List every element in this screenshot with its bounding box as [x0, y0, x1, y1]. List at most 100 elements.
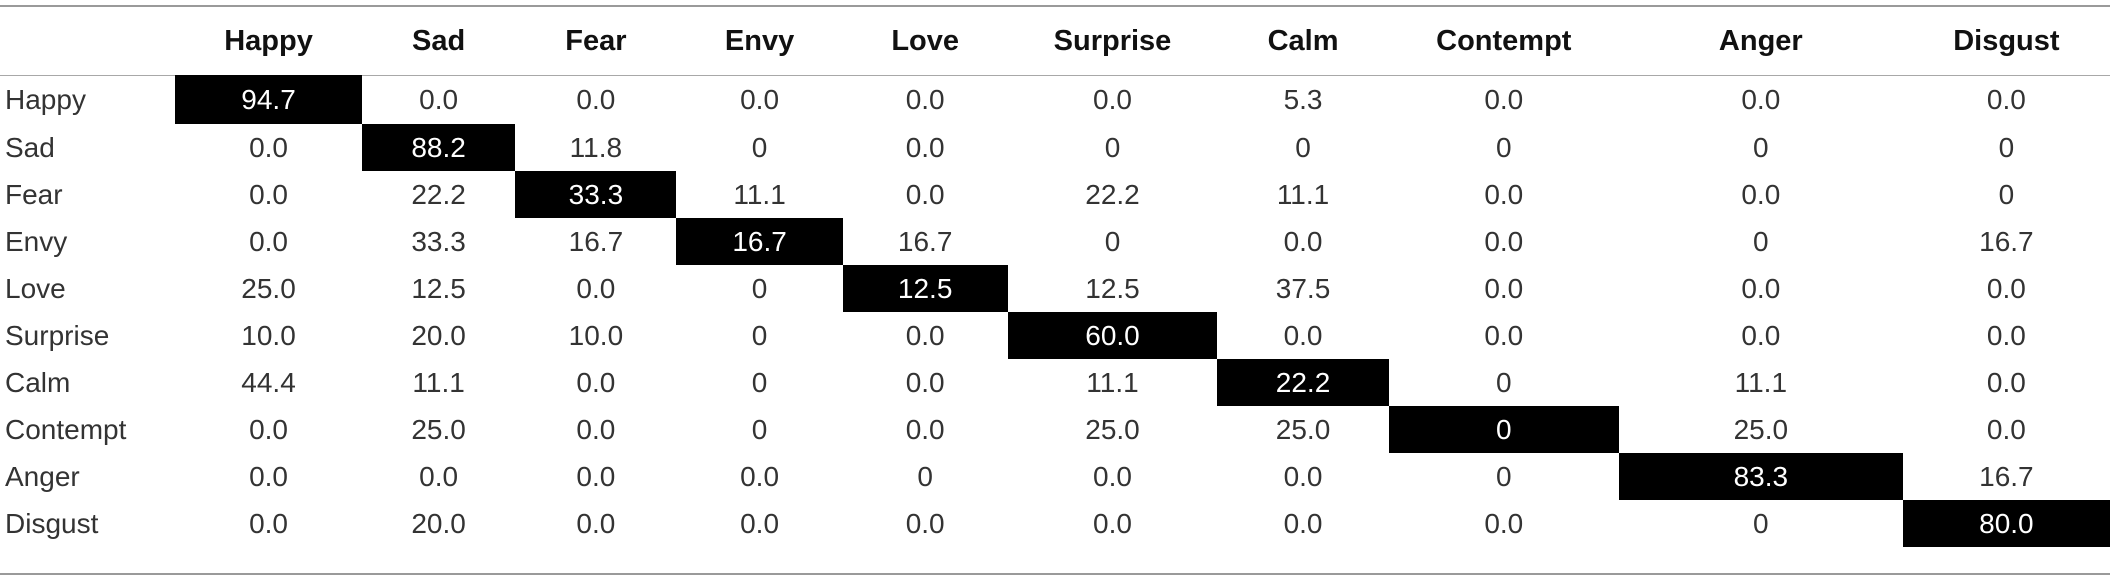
- matrix-cell: 0: [751, 366, 768, 398]
- matrix-cell: 0.0: [249, 178, 288, 210]
- table-row: Fear 0.0 22.2 33.3 11.1 0.0 22.2 11.1 0.0 0.0 0: [0, 171, 2110, 218]
- matrix-cell: 0: [1998, 131, 2015, 163]
- matrix-cell: 0: [1295, 131, 1311, 163]
- table-row: Contempt 0.0 25.0 0.0 0 0.0 25.0 25.0 0 25.0 0.0: [0, 406, 2110, 453]
- matrix-cell: 33.3: [411, 225, 466, 257]
- matrix-cell: 20.0: [411, 319, 466, 351]
- column-header: Disgust: [1953, 24, 2060, 57]
- matrix-cell: 0.0: [249, 460, 288, 492]
- matrix-cell: 0.0: [249, 131, 288, 163]
- diagonal-cell: 12.5: [842, 265, 1008, 312]
- row-header: Envy: [5, 225, 68, 257]
- matrix-cell: 0.0: [1484, 319, 1524, 351]
- matrix-cell: 0.0: [1986, 83, 2026, 115]
- matrix-cell: 11.1: [412, 366, 465, 398]
- matrix-cell: 44.4: [241, 366, 296, 398]
- row-header: Anger: [5, 460, 80, 492]
- column-header: Love: [891, 24, 959, 57]
- matrix-cell: 0.0: [1484, 83, 1524, 115]
- matrix-cell: 0.0: [1986, 366, 2026, 398]
- matrix-cell: 0.0: [1283, 319, 1323, 351]
- diagonal-cell: 60.0: [1007, 312, 1218, 359]
- matrix-cell: 11.1: [1276, 178, 1330, 210]
- matrix-cell: 0.0: [1093, 83, 1132, 115]
- matrix-cell: 10.0: [241, 319, 296, 351]
- matrix-cell: 0.0: [1484, 272, 1524, 304]
- matrix-cell: 0.0: [576, 272, 616, 304]
- row-header: Contempt: [5, 413, 127, 445]
- matrix-cell: 0.0: [1484, 178, 1524, 210]
- row-header: Disgust: [5, 507, 99, 539]
- matrix-cell: 0: [751, 272, 768, 304]
- matrix-cell: 0.0: [576, 460, 616, 492]
- table-row: Calm 44.4 11.1 0.0 0 0.0 11.1 22.2 0 11.1 0.0: [0, 359, 2110, 406]
- matrix-cell: 0: [1753, 131, 1769, 163]
- matrix-cell: 11.1: [733, 178, 786, 210]
- diagonal-cell: 16.7: [676, 218, 843, 265]
- table-row: Sad 0.0 88.2 11.8 0 0.0 0 0 0 0 0: [0, 124, 2110, 171]
- matrix-cell: 0.0: [1484, 507, 1524, 539]
- column-header: Envy: [724, 24, 795, 57]
- table-row: Happy 94.7 0.0 0.0 0.0 0.0 0.0 5.3 0.0 0.0 0.0: [0, 75, 2110, 124]
- matrix-cell: 0: [1104, 131, 1121, 163]
- matrix-cell: 0.0: [1093, 460, 1132, 492]
- matrix-cell: 0.0: [249, 507, 288, 539]
- matrix-cell: 25.0: [1085, 413, 1140, 445]
- table-row: Disgust 0.0 20.0 0.0 0.0 0.0 0.0 0.0 0.0 0 80.0: [0, 500, 2110, 547]
- matrix-cell: 0.0: [249, 225, 288, 257]
- matrix-cell: 0: [751, 319, 768, 351]
- matrix-cell: 0.0: [249, 413, 288, 445]
- matrix-cell: 0: [1998, 178, 2015, 210]
- matrix-cell: 0: [751, 131, 768, 163]
- matrix-cell: 12.5: [411, 272, 466, 304]
- matrix-cell: 0.0: [740, 460, 780, 492]
- confusion-matrix-table: Happy Sad Fear Envy Love Surprise Calm C…: [0, 7, 2110, 547]
- matrix-cell: 0.0: [576, 366, 616, 398]
- matrix-cell: 22.2: [1085, 178, 1140, 210]
- matrix-cell: 0.0: [1741, 83, 1781, 115]
- matrix-cell: 5.3: [1283, 83, 1323, 115]
- matrix-cell: 0.0: [576, 413, 616, 445]
- column-header: Anger: [1718, 24, 1803, 57]
- matrix-cell: 0: [1753, 225, 1769, 257]
- column-header: Happy: [224, 24, 313, 57]
- top-rule: [0, 5, 2110, 7]
- matrix-cell: 20.0: [411, 507, 466, 539]
- matrix-cell: 0.0: [905, 131, 945, 163]
- diagonal-cell: 83.3: [1618, 453, 1903, 500]
- column-header: Surprise: [1053, 24, 1172, 57]
- diagonal-cell: 22.2: [1217, 359, 1389, 406]
- matrix-cell: 25.0: [1733, 413, 1789, 445]
- column-header: Calm: [1267, 24, 1339, 57]
- matrix-cell: 22.2: [411, 178, 466, 210]
- matrix-cell: 0.0: [419, 83, 459, 115]
- diagonal-cell: 0: [1388, 406, 1619, 453]
- diagonal-cell: 33.3: [515, 171, 677, 218]
- matrix-cell: 0.0: [1283, 225, 1323, 257]
- matrix-body: Happy 94.7 0.0 0.0 0.0 0.0 0.0 5.3 0.0 0.0 0.0 Sad 0…: [0, 75, 2110, 547]
- diagonal-cell: 94.7: [175, 75, 362, 124]
- matrix-cell: 0.0: [740, 507, 780, 539]
- matrix-cell: 0.0: [1283, 507, 1323, 539]
- bottom-rule: [0, 573, 2110, 575]
- matrix-cell: 25.0: [241, 272, 296, 304]
- matrix-cell: 16.7: [1979, 225, 2034, 257]
- table-row: Love 25.0 12.5 0.0 0 12.5 12.5 37.5 0.0 0.0 0.0: [0, 265, 2110, 312]
- matrix-cell: 0: [751, 413, 768, 445]
- row-header: Surprise: [5, 319, 110, 351]
- matrix-cell: 0.0: [576, 507, 616, 539]
- matrix-cell: 0.0: [905, 319, 945, 351]
- matrix-cell: 12.5: [1085, 272, 1140, 304]
- table-row: Envy 0.0 33.3 16.7 16.7 16.7 0 0.0 0.0 0 16.7: [0, 218, 2110, 265]
- header-rule: [0, 75, 2110, 76]
- matrix-cell: 11.1: [1086, 366, 1139, 398]
- matrix-cell: 0: [1496, 131, 1512, 163]
- matrix-cell: 0: [1496, 366, 1512, 398]
- matrix-cell: 0.0: [1283, 460, 1323, 492]
- matrix-cell: 0.0: [1484, 225, 1524, 257]
- diagonal-cell: 88.2: [361, 124, 516, 171]
- matrix-cell: 0.0: [905, 413, 945, 445]
- matrix-cell: 0.0: [1741, 178, 1781, 210]
- matrix-cell: 0.0: [419, 460, 459, 492]
